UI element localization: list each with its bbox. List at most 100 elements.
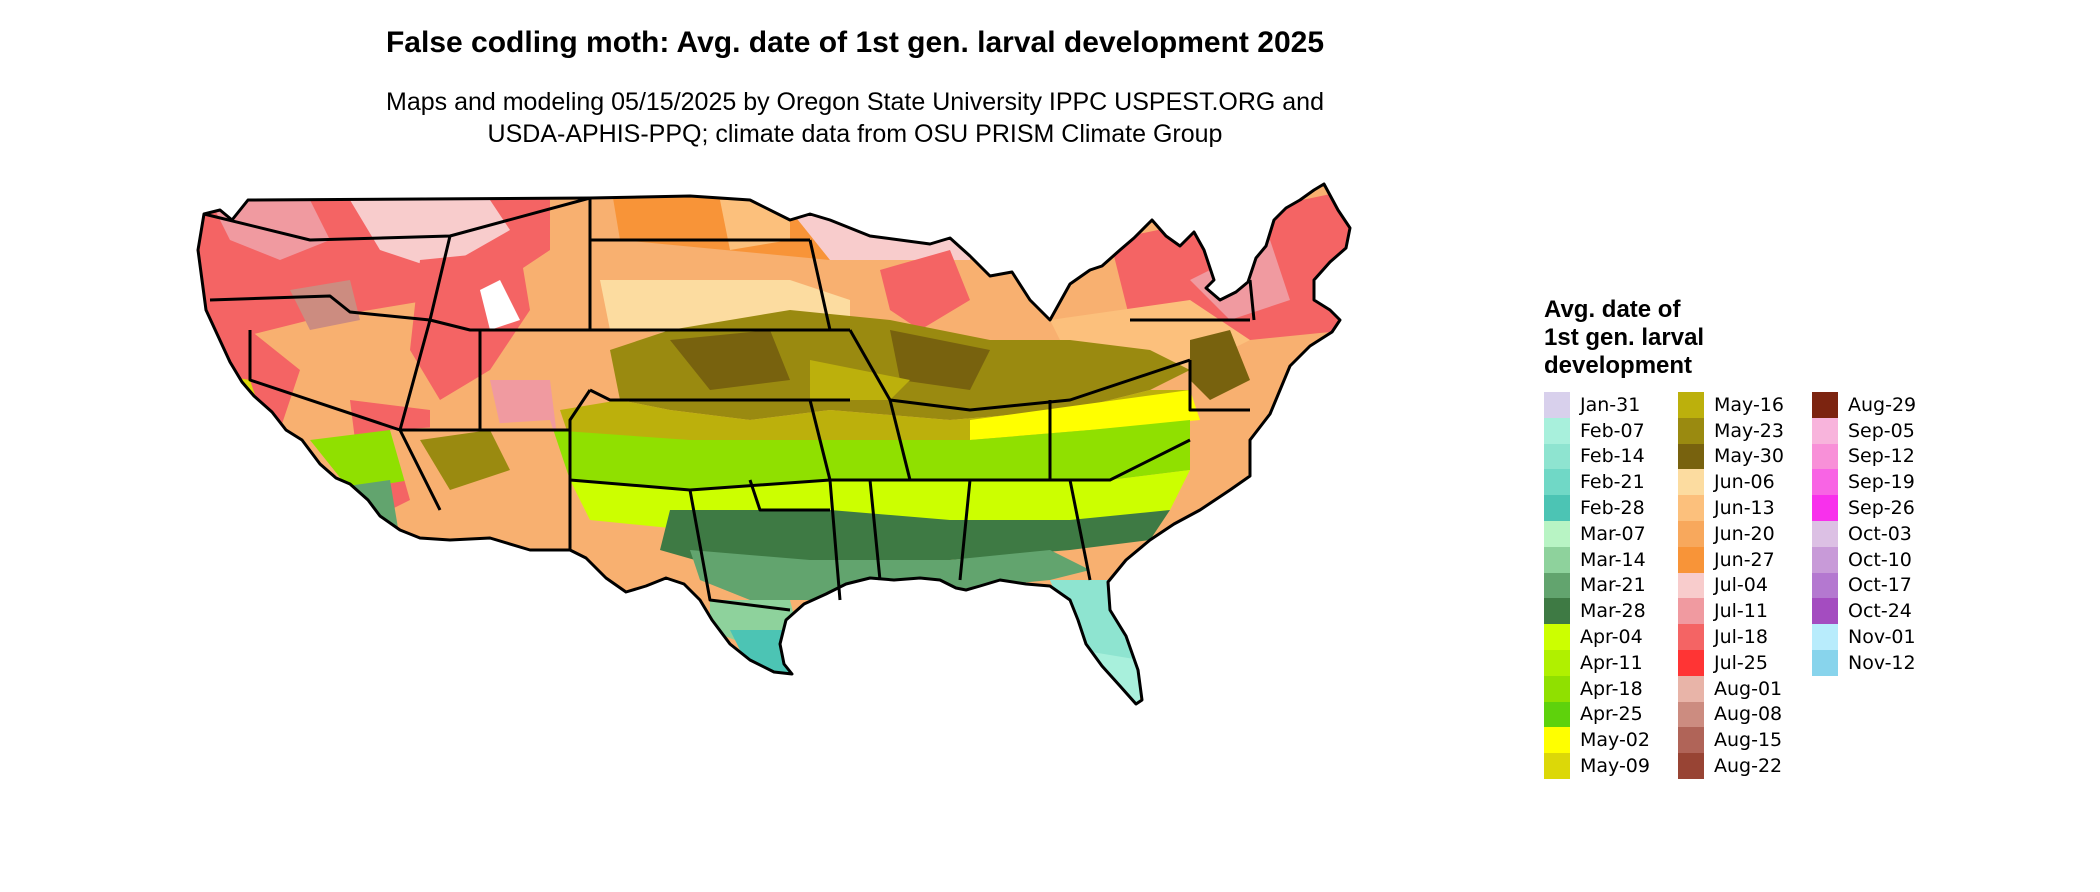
legend-item: Nov-12 — [1812, 649, 1936, 676]
legend-swatch — [1812, 572, 1838, 599]
legend-item: Apr-11 — [1544, 649, 1668, 676]
legend-swatch — [1544, 443, 1570, 470]
legend-label: Apr-11 — [1580, 651, 1643, 674]
legend-swatch — [1812, 495, 1838, 521]
legend-item: Mar-28 — [1544, 598, 1668, 625]
legend-item: Apr-04 — [1544, 624, 1668, 650]
legend-swatch — [1678, 753, 1704, 779]
legend-label: Apr-18 — [1580, 677, 1643, 700]
legend-label: Jul-04 — [1714, 574, 1768, 597]
legend-swatch — [1812, 520, 1838, 547]
legend-label: Feb-07 — [1580, 419, 1645, 442]
legend-swatch — [1544, 598, 1570, 625]
legend-label: Jul-18 — [1714, 626, 1768, 649]
legend-label: May-30 — [1714, 445, 1784, 468]
legend-item: Jun-27 — [1678, 546, 1802, 573]
legend-label: Aug-15 — [1714, 729, 1783, 752]
legend-item: Apr-25 — [1544, 701, 1668, 728]
legend: Avg. date of 1st gen. larval development… — [1544, 296, 1936, 779]
legend-label: May-16 — [1714, 393, 1784, 416]
legend-swatch — [1544, 572, 1570, 599]
legend-label: May-09 — [1580, 755, 1650, 778]
legend-item: Sep-12 — [1812, 443, 1936, 470]
subtitle-line-1: Maps and modeling 05/15/2025 by Oregon S… — [386, 88, 1324, 116]
legend-item: Jun-20 — [1678, 520, 1802, 547]
legend-item: Jun-06 — [1678, 469, 1802, 496]
legend-label: Mar-21 — [1580, 574, 1646, 597]
legend-item: Feb-07 — [1544, 417, 1668, 444]
legend-label: Feb-21 — [1580, 471, 1645, 494]
legend-swatch — [1544, 753, 1570, 779]
legend-swatch — [1678, 598, 1704, 625]
legend-item: Feb-14 — [1544, 443, 1668, 470]
us-phenology-map — [196, 182, 1352, 706]
legend-item: Oct-10 — [1812, 546, 1936, 573]
legend-swatch — [1544, 495, 1570, 521]
legend-swatch — [1544, 649, 1570, 676]
legend-label: Oct-17 — [1848, 574, 1912, 597]
legend-label: Aug-01 — [1714, 677, 1783, 700]
legend-label: Aug-29 — [1848, 393, 1917, 416]
legend-title-line-1: Avg. date of — [1544, 296, 1681, 323]
legend-swatch — [1544, 546, 1570, 573]
legend-label: Feb-14 — [1580, 445, 1645, 468]
legend-swatch — [1678, 417, 1704, 444]
legend-item: May-16 — [1678, 392, 1802, 418]
legend-label: Jun-20 — [1714, 522, 1775, 545]
legend-label: Jan-31 — [1580, 393, 1641, 416]
legend-item: Jul-25 — [1678, 649, 1802, 676]
legend-item: Feb-21 — [1544, 469, 1668, 496]
legend-label: Oct-24 — [1848, 600, 1912, 623]
legend-column: Aug-29 Sep-05 Sep-12 Sep-19 Sep-26 Oct-03 Oct-… — [1812, 392, 1936, 779]
legend-label: Sep-19 — [1848, 471, 1915, 494]
legend-swatch — [1678, 572, 1704, 599]
legend-swatch — [1812, 624, 1838, 650]
legend-columns: Jan-31 Feb-07 Feb-14 Feb-21 Feb-28 Mar-07 Mar-… — [1544, 392, 1936, 779]
legend-swatch — [1812, 546, 1838, 573]
legend-item: Oct-17 — [1812, 572, 1936, 599]
legend-swatch — [1812, 598, 1838, 625]
legend-item: Jun-13 — [1678, 495, 1802, 521]
state-boundaries — [196, 182, 1352, 706]
legend-label: Apr-25 — [1580, 703, 1643, 726]
legend-swatch — [1678, 649, 1704, 676]
legend-item: May-02 — [1544, 727, 1668, 754]
legend-label: Aug-08 — [1714, 703, 1783, 726]
legend-item: Aug-15 — [1678, 727, 1802, 754]
legend-item: Aug-29 — [1812, 392, 1936, 418]
legend-item: May-23 — [1678, 417, 1802, 444]
legend-item: May-30 — [1678, 443, 1802, 470]
legend-label: Mar-28 — [1580, 600, 1646, 623]
legend-item: Mar-14 — [1544, 546, 1668, 573]
legend-column: Jan-31 Feb-07 Feb-14 Feb-21 Feb-28 Mar-07 Mar-… — [1544, 392, 1668, 779]
legend-item: Nov-01 — [1812, 624, 1936, 650]
legend-title-line-2: 1st gen. larval — [1544, 324, 1705, 351]
legend-swatch — [1678, 675, 1704, 702]
legend-label: Oct-03 — [1848, 522, 1912, 545]
legend-title-line-3: development — [1544, 352, 1693, 379]
legend-item: Sep-05 — [1812, 417, 1936, 444]
legend-label: Nov-01 — [1848, 626, 1916, 649]
legend-item: Oct-24 — [1812, 598, 1936, 625]
legend-label: Jul-25 — [1714, 651, 1768, 674]
legend-swatch — [1812, 417, 1838, 444]
legend-swatch — [1678, 727, 1704, 754]
legend-swatch — [1544, 469, 1570, 496]
legend-swatch — [1544, 392, 1570, 418]
phenology-color-bands — [198, 184, 1350, 704]
legend-item: Oct-03 — [1812, 520, 1936, 547]
legend-item: Mar-21 — [1544, 572, 1668, 599]
legend-label: Aug-22 — [1714, 755, 1783, 778]
legend-swatch — [1678, 546, 1704, 573]
legend-label: Nov-12 — [1848, 651, 1916, 674]
legend-swatch — [1678, 624, 1704, 650]
legend-label: Sep-26 — [1848, 497, 1915, 520]
legend-item: Aug-08 — [1678, 701, 1802, 728]
legend-swatch — [1812, 649, 1838, 676]
legend-label: Sep-12 — [1848, 445, 1915, 468]
legend-label: Feb-28 — [1580, 497, 1645, 520]
legend-swatch — [1544, 520, 1570, 547]
legend-label: May-23 — [1714, 419, 1784, 442]
legend-swatch — [1678, 495, 1704, 521]
legend-item: May-09 — [1544, 753, 1668, 779]
